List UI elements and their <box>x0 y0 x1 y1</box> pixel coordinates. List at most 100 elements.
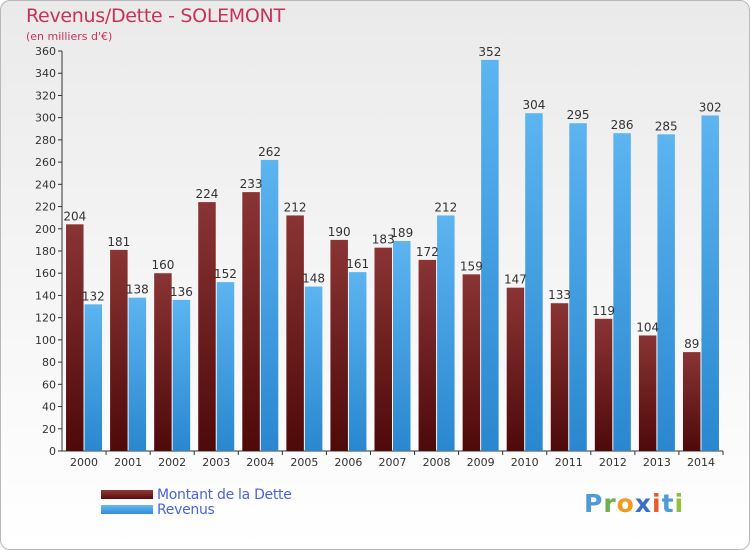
y-tick-label: 100 <box>35 334 56 347</box>
y-tick-label: 80 <box>42 356 56 369</box>
bar-revenue <box>437 215 455 451</box>
x-tick-label: 2001 <box>114 456 142 469</box>
y-tick-label: 40 <box>42 401 56 414</box>
bar-debt <box>198 202 216 451</box>
legend-label-revenue: Revenus <box>157 501 215 518</box>
bar-revenue <box>348 272 367 451</box>
bar-revenue <box>657 134 675 452</box>
y-tick-label: 280 <box>35 134 56 147</box>
data-label-debt: 233 <box>240 177 263 191</box>
y-tick-label: 220 <box>35 201 56 214</box>
y-tick-label: 200 <box>35 223 56 236</box>
x-tick-label: 2009 <box>467 456 495 469</box>
bar-revenue <box>393 241 411 451</box>
y-tick-label: 60 <box>42 378 56 391</box>
bar-revenue <box>525 113 543 451</box>
bar-debt <box>66 224 84 451</box>
data-label-revenue: 304 <box>522 98 545 112</box>
legend: Montant de la Dette Revenus <box>101 486 292 518</box>
bar-revenue <box>481 59 499 452</box>
y-tick-label: 320 <box>35 89 56 102</box>
data-label-debt: 147 <box>504 273 527 287</box>
bar-revenue <box>128 297 147 451</box>
data-label-revenue: 285 <box>655 119 678 133</box>
x-tick-label: 2006 <box>334 456 362 469</box>
bar-debt <box>506 287 525 451</box>
data-label-revenue: 295 <box>567 108 590 122</box>
bar-revenue <box>172 299 191 451</box>
x-tick-label: 2003 <box>202 456 230 469</box>
data-label-debt: 190 <box>328 225 351 239</box>
legend-label-debt: Montant de la Dette <box>157 486 292 503</box>
bar-debt <box>638 335 657 451</box>
data-label-revenue: 302 <box>699 100 722 114</box>
y-tick-label: 180 <box>35 245 56 258</box>
data-label-debt: 160 <box>151 258 174 272</box>
data-label-revenue: 136 <box>170 285 193 299</box>
data-label-debt: 159 <box>460 259 483 273</box>
data-label-revenue: 352 <box>478 45 501 59</box>
x-tick-label: 2000 <box>70 456 98 469</box>
data-label-debt: 119 <box>592 304 615 318</box>
data-label-revenue: 148 <box>302 272 325 286</box>
x-tick-label: 2014 <box>687 456 715 469</box>
y-tick-label: 20 <box>42 423 56 436</box>
x-tick-label: 2004 <box>246 456 274 469</box>
chart-subtitle: (en milliers d'€) <box>26 30 113 43</box>
x-tick-label: 2005 <box>290 456 318 469</box>
y-tick-label: 120 <box>35 312 56 325</box>
data-label-debt: 89 <box>684 337 699 351</box>
bar-debt <box>550 303 569 451</box>
bar-debt <box>682 352 701 451</box>
x-tick-label: 2002 <box>158 456 186 469</box>
legend-item-debt: Montant de la Dette <box>101 486 292 503</box>
x-tick-label: 2010 <box>511 456 539 469</box>
bar-revenue <box>84 304 103 451</box>
legend-swatch-revenue <box>101 505 153 514</box>
x-tick-label: 2007 <box>379 456 407 469</box>
x-tick-label: 2011 <box>555 456 583 469</box>
data-label-revenue: 138 <box>126 283 149 297</box>
bar-debt <box>286 215 304 451</box>
data-label-debt: 133 <box>548 288 571 302</box>
data-label-debt: 224 <box>196 187 219 201</box>
data-label-revenue: 189 <box>390 226 413 240</box>
y-tick-label: 300 <box>35 112 56 125</box>
bar-debt <box>418 259 437 451</box>
data-label-debt: 181 <box>107 235 130 249</box>
data-label-revenue: 262 <box>258 145 281 159</box>
data-label-revenue: 161 <box>346 257 369 271</box>
y-tick-label: 260 <box>35 156 56 169</box>
x-tick-label: 2013 <box>643 456 671 469</box>
y-tick-label: 360 <box>35 45 56 58</box>
data-label-revenue: 286 <box>611 118 634 132</box>
bar-debt <box>330 239 348 451</box>
bar-revenue <box>569 123 587 451</box>
bar-debt <box>462 274 481 451</box>
bar-revenue <box>613 133 631 451</box>
legend-item-revenue: Revenus <box>101 501 292 518</box>
data-label-revenue: 152 <box>214 267 237 281</box>
data-label-debt: 172 <box>416 245 439 259</box>
bar-debt <box>154 273 172 451</box>
data-label-debt: 104 <box>636 320 659 334</box>
x-tick-label: 2012 <box>599 456 627 469</box>
data-label-debt: 204 <box>63 209 86 223</box>
bar-debt <box>242 192 260 451</box>
y-tick-label: 160 <box>35 267 56 280</box>
bar-debt <box>374 247 392 451</box>
bar-revenue <box>304 286 323 451</box>
bar-debt <box>594 318 613 451</box>
y-tick-label: 240 <box>35 178 56 191</box>
bar-revenue <box>701 115 719 451</box>
proxiti-logo: Proxiti <box>584 489 685 518</box>
y-tick-label: 340 <box>35 67 56 80</box>
data-label-revenue: 132 <box>82 289 105 303</box>
data-label-debt: 212 <box>284 200 307 214</box>
legend-swatch-debt <box>101 490 153 499</box>
data-label-revenue: 212 <box>434 200 457 214</box>
y-tick-label: 0 <box>49 445 56 458</box>
chart-title: Revenus/Dette - SOLEMONT <box>26 5 285 27</box>
